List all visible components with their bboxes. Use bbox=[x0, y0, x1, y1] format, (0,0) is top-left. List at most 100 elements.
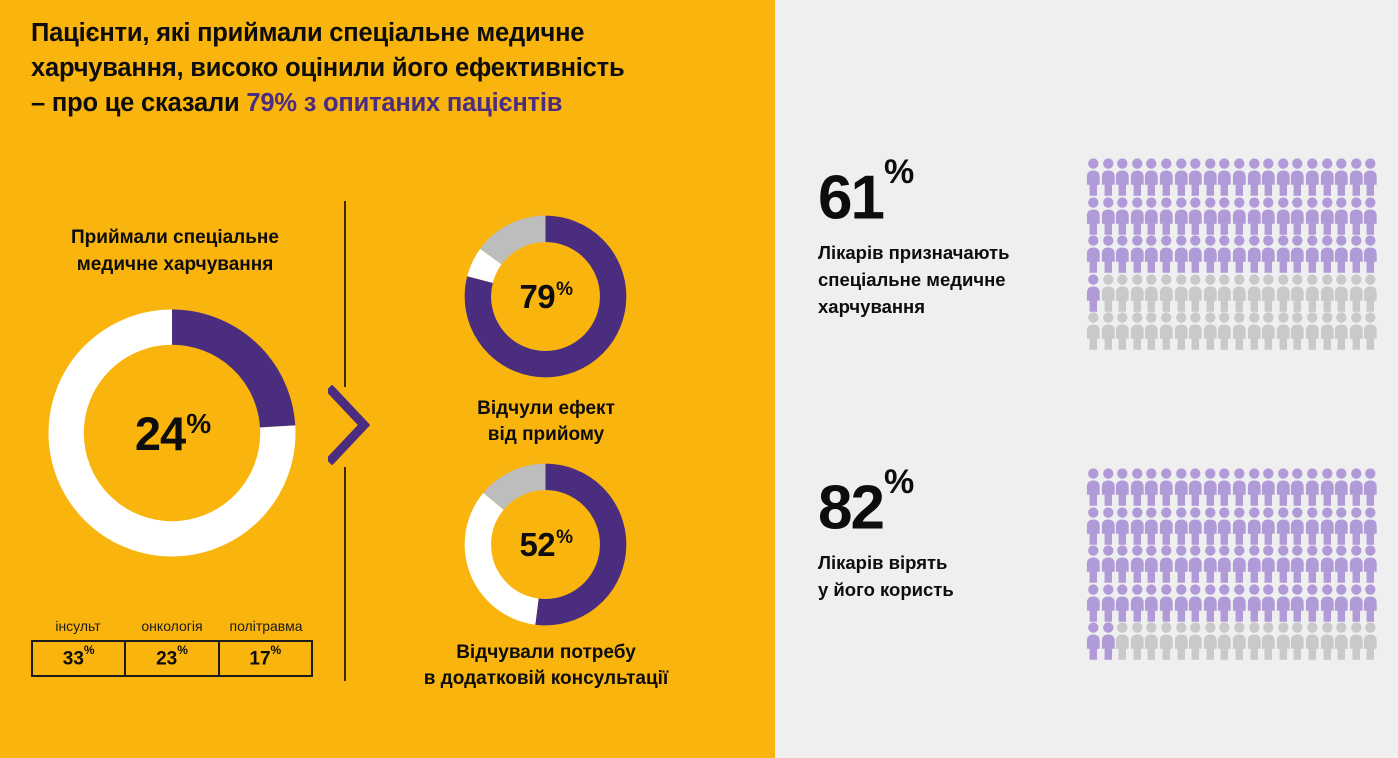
person-icon bbox=[1159, 622, 1173, 660]
person-icon bbox=[1262, 622, 1275, 660]
person-icon bbox=[1086, 158, 1100, 196]
person-icon bbox=[1349, 235, 1363, 273]
person-icon bbox=[1335, 235, 1348, 273]
person-icon bbox=[1086, 196, 1100, 235]
person-icon bbox=[1291, 235, 1304, 273]
person-icon bbox=[1086, 235, 1100, 273]
left-donut-value: 24% bbox=[46, 307, 298, 559]
breakdown-cell-0: 33% bbox=[33, 642, 127, 676]
person-icon bbox=[1247, 583, 1261, 622]
person-icon bbox=[1086, 506, 1100, 545]
person-icon bbox=[1305, 312, 1319, 350]
person-icon bbox=[1174, 235, 1188, 273]
person-icon bbox=[1262, 273, 1275, 312]
person-icon bbox=[1291, 312, 1304, 350]
person-icon bbox=[1218, 235, 1232, 273]
person-icon bbox=[1262, 583, 1275, 622]
person-icon bbox=[1145, 273, 1159, 312]
person-icon bbox=[1189, 583, 1202, 622]
person-icon bbox=[1203, 583, 1217, 622]
breakdown-header-0: інсульт bbox=[55, 618, 101, 634]
person-icon bbox=[1101, 622, 1115, 660]
person-icon bbox=[1247, 622, 1261, 660]
person-icon bbox=[1159, 545, 1173, 583]
person-icon bbox=[1305, 468, 1319, 506]
chevron-right-icon bbox=[328, 385, 370, 465]
person-icon bbox=[1320, 622, 1334, 660]
person-icon bbox=[1101, 545, 1115, 583]
person-icon bbox=[1116, 545, 1129, 583]
stat-2-caption: Лікарів вірять у його користь bbox=[818, 549, 1078, 603]
person-icon bbox=[1145, 235, 1159, 273]
person-icon bbox=[1232, 196, 1246, 235]
stat-2-number: 82 bbox=[818, 473, 885, 543]
person-icon bbox=[1349, 196, 1363, 235]
left-donut-chart bbox=[48, 309, 296, 557]
breakdown-header-row: інсульт онкологія політравма bbox=[31, 618, 313, 640]
person-icon bbox=[1218, 273, 1232, 312]
person-icon bbox=[1291, 506, 1304, 545]
person-icon bbox=[1349, 158, 1363, 196]
person-icon bbox=[1145, 158, 1159, 196]
person-icon bbox=[1101, 468, 1115, 506]
person-icon bbox=[1101, 506, 1115, 545]
person-icon bbox=[1232, 583, 1246, 622]
person-icon bbox=[1101, 235, 1115, 273]
headline-line-3: – про це сказали 79% з опитаних пацієнті… bbox=[31, 86, 761, 121]
person-icon bbox=[1218, 468, 1232, 506]
person-icon bbox=[1174, 273, 1188, 312]
pictogram-grid-doctors-believe bbox=[1086, 468, 1378, 661]
person-icon bbox=[1174, 158, 1188, 196]
person-icon bbox=[1130, 506, 1144, 545]
person-icon bbox=[1232, 506, 1246, 545]
person-icon bbox=[1116, 622, 1129, 660]
stat-1-caption: Лікарів призначають спеціальне медичне х… bbox=[818, 239, 1078, 320]
person-icon bbox=[1262, 545, 1275, 583]
person-icon bbox=[1232, 273, 1246, 312]
person-icon bbox=[1101, 583, 1115, 622]
stat-2-caption-line-2: у його користь bbox=[818, 578, 954, 600]
person-icon bbox=[1262, 468, 1275, 506]
person-icon bbox=[1262, 312, 1275, 350]
person-icon bbox=[1130, 622, 1144, 660]
stat-1-number: 61 bbox=[818, 163, 885, 233]
person-icon bbox=[1232, 545, 1246, 583]
person-icon bbox=[1116, 468, 1129, 506]
person-icon bbox=[1232, 468, 1246, 506]
person-icon bbox=[1130, 468, 1144, 506]
person-icon bbox=[1145, 312, 1159, 350]
person-icon bbox=[1159, 235, 1173, 273]
stat-block-doctors-believe: 82% Лікарів вірять у його користь bbox=[818, 463, 1078, 603]
person-icon bbox=[1320, 506, 1334, 545]
person-icon bbox=[1174, 545, 1188, 583]
person-icon bbox=[1174, 506, 1188, 545]
person-icon bbox=[1349, 622, 1363, 660]
person-icon bbox=[1276, 235, 1290, 273]
person-icon bbox=[1218, 545, 1232, 583]
person-icon bbox=[1218, 158, 1232, 196]
person-icon bbox=[1335, 506, 1348, 545]
headline-line-1: Пацієнти, які приймали спеціальне медичн… bbox=[31, 19, 585, 47]
person-icon bbox=[1159, 196, 1173, 235]
person-icon bbox=[1203, 158, 1217, 196]
breakdown-header-1: онкологія bbox=[141, 618, 203, 634]
person-icon bbox=[1086, 583, 1100, 622]
person-icon bbox=[1305, 622, 1319, 660]
person-icon bbox=[1189, 622, 1202, 660]
person-icon bbox=[1305, 583, 1319, 622]
person-icon bbox=[1320, 468, 1334, 506]
breakdown-header-2: політравма bbox=[229, 618, 303, 634]
person-icon bbox=[1335, 158, 1348, 196]
person-icon bbox=[1101, 196, 1115, 235]
consultation-need-caption-line-1: Відчували потребу bbox=[456, 642, 636, 663]
person-icon bbox=[1086, 468, 1100, 506]
person-icon bbox=[1276, 622, 1290, 660]
effect-felt-caption-line-1: Відчули ефект bbox=[477, 398, 615, 419]
person-icon bbox=[1291, 545, 1304, 583]
person-icon bbox=[1364, 235, 1377, 273]
person-icon bbox=[1335, 196, 1348, 235]
person-icon bbox=[1130, 545, 1144, 583]
person-icon bbox=[1335, 312, 1348, 350]
person-icon bbox=[1364, 506, 1377, 545]
person-icon bbox=[1116, 312, 1129, 350]
